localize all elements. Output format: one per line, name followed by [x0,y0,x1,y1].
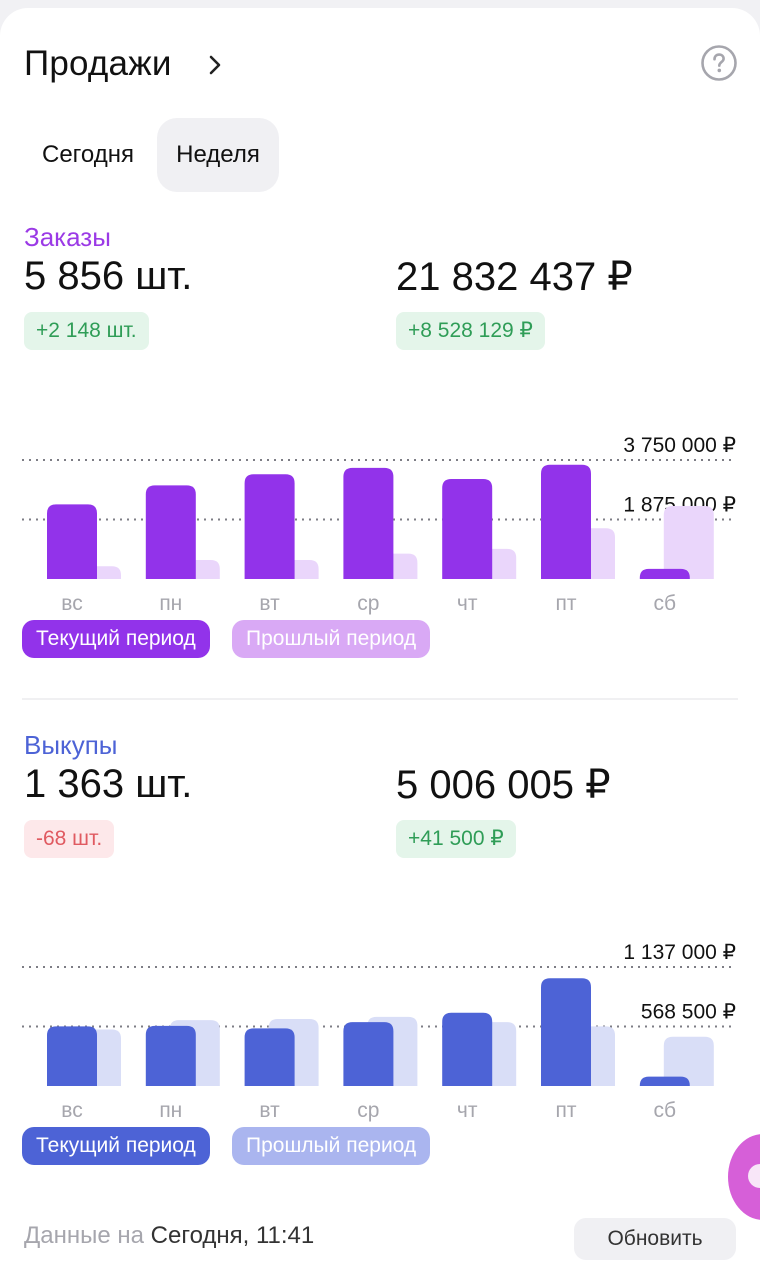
redemptions-bar-current [442,1012,493,1086]
section-divider [22,698,738,700]
redemptions-x-tick-label: вс [61,1099,82,1122]
tab-week[interactable]: Неделя [157,118,279,192]
orders-x-tick-label: чт [457,592,478,615]
orders-bar-previous [663,506,714,579]
page-title[interactable]: Продажи [24,44,172,83]
redemptions-bar-current [47,1026,97,1086]
redemptions-y-tick-label: 568 500 ₽ [641,1001,736,1024]
header: Продажи [24,38,738,90]
redemptions-count-delta-badge: -68 шт. [24,820,115,858]
redemptions-x-tick-label: сб [654,1099,677,1122]
orders-bar-current [541,464,591,579]
orders-bar-current [244,474,295,579]
orders-y-tick-label: 3 750 000 ₽ [623,434,736,457]
redemptions-x-tick-label: вт [259,1099,280,1122]
redemptions-bar-current [639,1076,690,1086]
redemptions-x-tick-label: пт [556,1099,577,1122]
orders-bar-current [343,467,394,579]
data-timestamp: Данные на Сегодня, 11:41 [24,1222,314,1250]
help-circle-icon[interactable] [700,44,738,82]
redemptions-legend-previous[interactable]: Прошлый период [232,1127,431,1165]
redemptions-bar-current [343,1022,394,1086]
redemptions-bar-current [244,1028,295,1086]
tab-today[interactable]: Сегодня [42,141,134,168]
redemptions-x-tick-label: чт [457,1099,478,1122]
refresh-button[interactable]: Обновить [574,1218,736,1260]
orders-count-delta-badge: +2 148 шт. [24,312,149,350]
orders-title: Заказы [24,222,111,252]
orders-chart-svg: 1 875 000 ₽3 750 000 ₽вс пн вт ср чт пт сб [22,434,736,615]
orders-x-tick-label: вс [61,592,82,615]
orders-x-tick-label: ср [357,592,379,615]
data-timestamp-value: Сегодня, 11:41 [150,1222,315,1249]
orders-legend-previous[interactable]: Прошлый период [232,620,431,658]
orders-legend-current[interactable]: Текущий период [22,620,210,658]
orders-count: 5 856 шт. [24,254,193,298]
orders-amount: 21 832 437 ₽ [396,255,633,299]
orders-x-tick-label: пн [159,592,182,615]
redemptions-chart: 568 500 ₽ 1 137 000 ₽ вс пн вт ср чт пт сб [0,927,760,1127]
redemptions-bar-current [541,978,591,1086]
orders-x-tick-label: пт [556,592,577,615]
footer: Данные на Сегодня, 11:41 Обновить [24,1216,736,1260]
redemptions-amount: 5 006 005 ₽ [396,763,611,807]
orders-bar-current [47,504,97,579]
orders-chart: 1 875 000 ₽3 750 000 ₽ вс пн вт ср чт пт сб [0,420,760,620]
orders-bar-current [639,568,690,579]
data-timestamp-label: Данные на [24,1222,144,1249]
redemptions-title: Выкупы [24,730,118,760]
redemptions-x-tick-label: пн [159,1099,182,1122]
orders-x-tick-label: вт [259,592,280,615]
redemptions-bar-previous [663,1036,714,1086]
redemptions-count: 1 363 шт. [24,762,193,806]
redemptions-legend-current[interactable]: Текущий период [22,1127,210,1165]
redemptions-chart-svg: 568 500 ₽ 1 137 000 ₽ вс пн вт ср чт пт сб [22,941,736,1122]
redemptions-bar-current [145,1025,196,1086]
chat-icon [748,1164,760,1188]
orders-bar-current [442,479,493,579]
redemptions-x-tick-label: ср [357,1099,379,1122]
redemptions-y-tick-label: 1 137 000 ₽ [623,941,736,964]
chevron-right-icon[interactable] [202,52,228,78]
orders-bar-current [145,485,196,579]
orders-amount-delta-badge: +8 528 129 ₽ [396,312,545,350]
redemptions-amount-delta-badge: +41 500 ₽ [396,820,516,858]
orders-x-tick-label: сб [654,592,677,615]
sales-card: Продажи Сегодня Неделя Заказы 5 856 шт. … [0,8,760,1280]
